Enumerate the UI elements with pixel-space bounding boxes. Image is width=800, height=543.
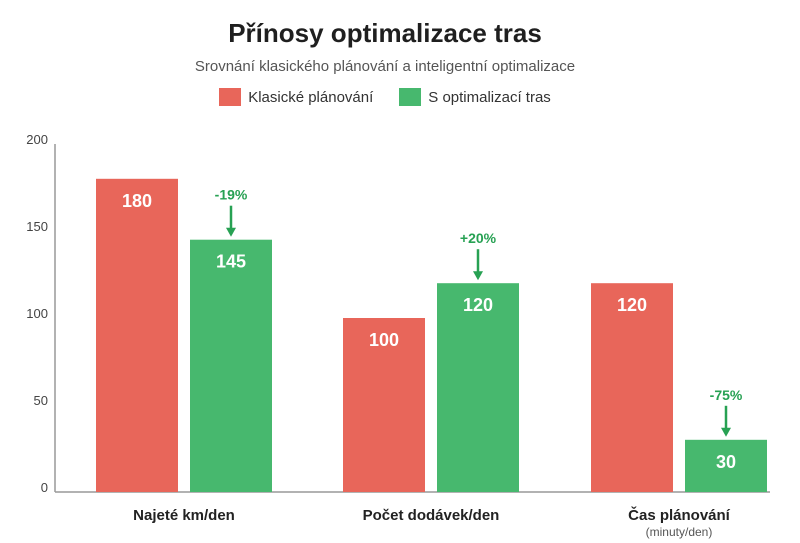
y-tick-label: 150 — [26, 219, 48, 234]
y-tick-label: 0 — [41, 480, 48, 495]
bar-value-label: 180 — [122, 191, 152, 211]
x-category-label: Čas plánování — [628, 506, 731, 524]
legend-swatch-classic — [219, 88, 242, 106]
legend-swatch-optimized — [399, 88, 422, 106]
bar-value-label: 100 — [369, 330, 399, 350]
x-category-label: Počet dodávek/den — [363, 507, 500, 524]
bar-classic — [343, 318, 425, 492]
change-percentage-label: -75% — [710, 387, 743, 403]
bar-value-label: 120 — [617, 295, 647, 315]
bar-optimized — [437, 283, 519, 492]
chart-subtitle: Srovnání klasického plánování a intelige… — [194, 58, 576, 75]
change-arrow-head — [473, 271, 483, 281]
chart-title: Přínosy optimalizace tras — [228, 18, 542, 48]
x-category-sublabel: (minuty/den) — [646, 525, 713, 539]
bar-classic — [591, 283, 673, 492]
change-percentage-label: -19% — [215, 187, 248, 203]
bar-value-label: 120 — [463, 295, 493, 315]
bar-value-label: 30 — [716, 452, 736, 472]
legend-label-optimized: S optimalizací tras — [428, 88, 551, 106]
change-arrow-head — [226, 227, 236, 237]
change-arrow-head — [721, 427, 731, 437]
legend-item-optimized: S optimalizací tras — [399, 88, 551, 106]
legend-item-classic: Klasické plánování — [219, 88, 373, 106]
y-tick-label: 100 — [26, 306, 48, 321]
bar-classic — [96, 178, 178, 493]
change-percentage-label: +20% — [460, 230, 497, 246]
bar-optimized — [190, 239, 272, 492]
y-tick-label: 50 — [34, 393, 48, 408]
y-tick-label: 200 — [26, 132, 48, 147]
x-category-label: Najeté km/den — [133, 507, 235, 524]
legend: Klasické plánování S optimalizací tras — [0, 88, 770, 106]
bar-value-label: 145 — [216, 252, 246, 272]
legend-label-classic: Klasické plánování — [248, 88, 374, 106]
bar-optimized — [685, 439, 767, 492]
